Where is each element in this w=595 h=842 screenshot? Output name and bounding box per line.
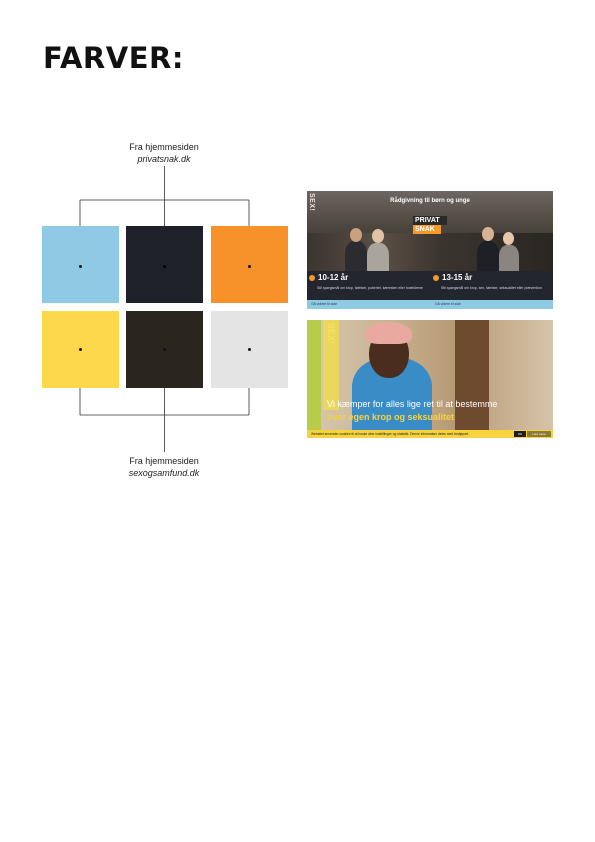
cookie-banner: Websitet anvender cookies til at huske d…	[307, 430, 553, 438]
teen-figure	[345, 241, 367, 273]
yellow-strip	[323, 320, 339, 410]
logo-word-privat: PRIVAT	[413, 216, 447, 225]
link-bar: Gå videre til side Gå videre til side	[307, 300, 553, 309]
hero-headline: Vi kæmper for alles lige ret til at best…	[327, 399, 498, 409]
cookie-text: Websitet anvender cookies til at huske d…	[311, 432, 469, 436]
top-caption: Fra hjemmesiden privatsnak.dk	[104, 141, 224, 165]
marker-dot	[79, 265, 82, 268]
head-scarf	[365, 322, 412, 344]
teen-figure	[499, 245, 519, 273]
marker-dot	[79, 348, 82, 351]
bottom-caption: Fra hjemmesiden sexogsamfund.dk	[104, 455, 224, 479]
top-caption-site: privatsnak.dk	[137, 154, 191, 164]
sex-logo: SEX!	[308, 193, 315, 212]
hero-headline-highlight: over egen krop og seksualitet	[327, 412, 455, 422]
age-panel: 10-12 år Stil spørgsmål om krop, følelse…	[307, 271, 553, 300]
right-link[interactable]: Gå videre til side	[435, 302, 462, 306]
cookie-more-button[interactable]: Læs mere	[527, 431, 551, 437]
age-description: Stil spørgsmål om krop, følelser, pubert…	[317, 286, 423, 290]
privatsnak-screenshot: SEX! Rådgivning til børn og unge PRIVAT …	[307, 191, 553, 309]
swatch-light-blue	[42, 226, 119, 303]
teen-figure	[477, 241, 499, 273]
age-label: 13-15 år	[442, 273, 473, 282]
teen-face	[350, 228, 362, 242]
cookie-ok-button[interactable]: OK	[514, 431, 526, 437]
teen-figure	[367, 243, 389, 273]
privatsnak-logo: PRIVAT SNAK	[413, 216, 447, 236]
teen-face	[372, 229, 384, 243]
green-wall	[307, 320, 321, 430]
hero-tagline: Rådgivning til børn og unge	[390, 198, 470, 204]
teen-face	[503, 232, 514, 245]
marker-dot	[163, 348, 166, 351]
left-link[interactable]: Gå videre til side	[311, 302, 338, 306]
bottom-caption-site: sexogsamfund.dk	[128, 468, 200, 478]
sex-logo: SEX!	[326, 323, 336, 345]
orange-bullet-icon	[309, 274, 315, 281]
door-shape	[455, 320, 489, 430]
marker-dot	[248, 265, 251, 268]
teen-face	[482, 227, 494, 241]
swatch-dark-navy	[126, 226, 203, 303]
top-caption-label: Fra hjemmesiden	[129, 142, 199, 152]
age-option-10-12[interactable]: 10-12 år	[309, 273, 348, 282]
logo-word-snak: SNAK	[413, 225, 441, 234]
swatch-orange	[211, 226, 288, 303]
orange-bullet-icon	[433, 274, 439, 281]
age-description: Stil spørgsmål om krop, sex, følelser, s…	[441, 286, 542, 290]
page-title: FARVER:	[43, 41, 184, 75]
marker-dot	[163, 265, 166, 268]
age-label: 10-12 år	[318, 273, 349, 282]
bottom-caption-label: Fra hjemmesiden	[129, 456, 199, 466]
sexogsamfund-screenshot: SEX! Vi kæmper for alles lige ret til at…	[307, 320, 553, 438]
age-option-13-15[interactable]: 13-15 år	[433, 273, 472, 282]
marker-dot	[248, 348, 251, 351]
